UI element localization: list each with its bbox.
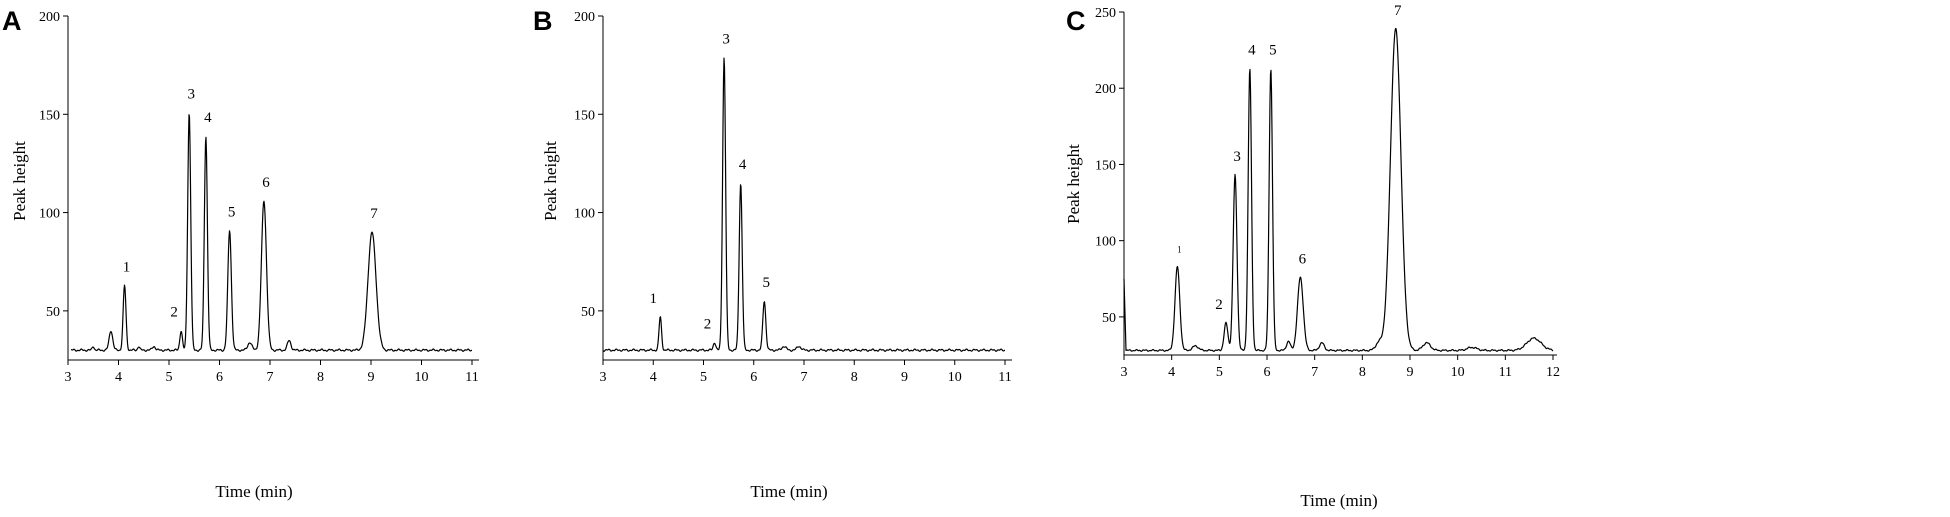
panel-b-x-tick-label: 3 [600,370,607,385]
panel-c-peak-label-7: 7 [1394,3,1402,19]
panel-a-x-axis-title: Time (min) [215,482,292,501]
panel-b-x-tick-label: 5 [700,370,707,385]
panel-c-x-tick-label: 11 [1499,365,1512,380]
panel-c-x-tick-label: 4 [1168,365,1175,380]
panel-c-peak-label-6: 6 [1299,251,1307,267]
panel-a-peak-labels: 1 2 34 5 6 7 [123,86,378,320]
panel-b-peak-label-2: 2 [704,316,712,332]
panel-a-y-tick-label: 100 [39,207,60,222]
panel-c-x-tick-label: 9 [1407,365,1414,380]
panel-b-x-tick-label: 7 [801,370,808,385]
panel-a-x-tick-label: 8 [317,370,324,385]
panel-a: A Peak height Time (min) 3 4 5 6 7 8 9 10 115010… [2,6,479,501]
panel-b-trace [602,57,1006,352]
panel-a-x-tick-label: 9 [368,370,375,385]
panel-a-peak-label-2: 2 [170,305,178,321]
panel-a-peak-label-6: 6 [262,175,270,191]
panel-c-peak-label-4: 4 [1248,42,1256,58]
panel-b: B Peak height Time (min) 3 4 5 6 7 8 9 10 115010… [533,6,1012,501]
panel-a-peak-label-4: 4 [204,110,212,126]
panel-c-y-tick-label: 250 [1095,6,1116,21]
panel-c-y-tick-label: 150 [1095,158,1116,173]
panel-c-trace [1123,28,1554,352]
panel-c: C Peak height Time (min) 3 4 5 6 7 8 9 10 11 1250… [1064,3,1560,510]
panel-b-ticks: 3 4 5 6 7 8 9 10 11 50 100 150 200 [574,10,1012,385]
panel-a-x-tick-label: 7 [267,370,274,385]
panel-a-y-tick-label: 200 [39,10,60,25]
panel-b-peak-label-5: 5 [763,275,771,291]
panel-a-letter: A [2,6,22,36]
panel-a-y-axis-title: Peak height [10,141,29,221]
panel-a-x-tick-label: 3 [65,370,72,385]
panel-a-x-tick-label: 6 [216,370,223,385]
panel-a-x-tick-label: 4 [115,370,122,385]
panel-c-y-tick-label: 200 [1095,82,1116,97]
panel-b-peak-label-4: 4 [739,157,747,173]
panel-b-x-tick-label: 6 [750,370,757,385]
panel-b-x-tick-label: 4 [650,370,657,385]
panel-b-y-tick-label: 50 [581,305,595,320]
panel-b-y-axis-title: Peak height [541,141,560,221]
panel-b-y-tick-label: 100 [574,207,595,222]
panel-b-peak-label-1: 1 [650,291,658,307]
panel-c-x-tick-label: 8 [1359,365,1366,380]
panel-a-peak-label-1: 1 [123,259,131,275]
panel-b-y-tick-label: 200 [574,10,595,25]
panel-c-peak-label-3: 3 [1233,149,1241,165]
panel-a-peak-label-7: 7 [370,206,378,222]
panel-c-x-tick-label: 10 [1451,365,1465,380]
panel-c-x-tick-label: 3 [1121,365,1128,380]
panel-c-x-tick-label: 5 [1216,365,1223,380]
panel-c-y-tick-label: 50 [1102,311,1116,326]
panel-b-peak-label-3: 3 [722,31,730,47]
panel-b-x-tick-label: 9 [901,370,908,385]
panel-b-peak-labels: 1 2 3 4 5 [650,31,771,332]
panel-c-peak-label-5: 5 [1269,42,1277,58]
panel-b-letter: B [533,6,553,36]
panel-a-y-tick-label: 50 [46,305,60,320]
panel-b-x-tick-label: 8 [851,370,858,385]
panel-c-letter: C [1066,6,1086,36]
panel-b-y-tick-label: 150 [574,108,595,123]
panel-c-peak-label-2: 2 [1215,297,1223,313]
panel-c-peak-labels: 1 2 3 4 5 6 7 [1177,3,1402,313]
panel-a-peak-label-5: 5 [228,204,236,220]
panel-b-x-tick-label: 10 [948,370,962,385]
panel-b-x-tick-label: 11 [998,370,1011,385]
panel-c-x-tick-label: 6 [1264,365,1271,380]
panel-a-y-tick-label: 150 [39,108,60,123]
panel-c-x-tick-label: 12 [1546,365,1560,380]
panel-c-x-axis-title: Time (min) [1300,491,1377,510]
panel-a-trace [70,114,473,352]
panel-c-peak-label-1: 1 [1177,245,1182,255]
panel-c-x-tick-label: 7 [1311,365,1318,380]
panel-a-peak-label-3: 3 [187,86,195,102]
panel-a-x-tick-label: 10 [415,370,429,385]
panel-c-y-tick-label: 100 [1095,235,1116,250]
panel-a-x-tick-label: 11 [465,370,478,385]
panel-c-y-axis-title: Peak height [1064,144,1083,224]
panel-b-x-axis-title: Time (min) [750,482,827,501]
panel-a-x-tick-label: 5 [166,370,173,385]
